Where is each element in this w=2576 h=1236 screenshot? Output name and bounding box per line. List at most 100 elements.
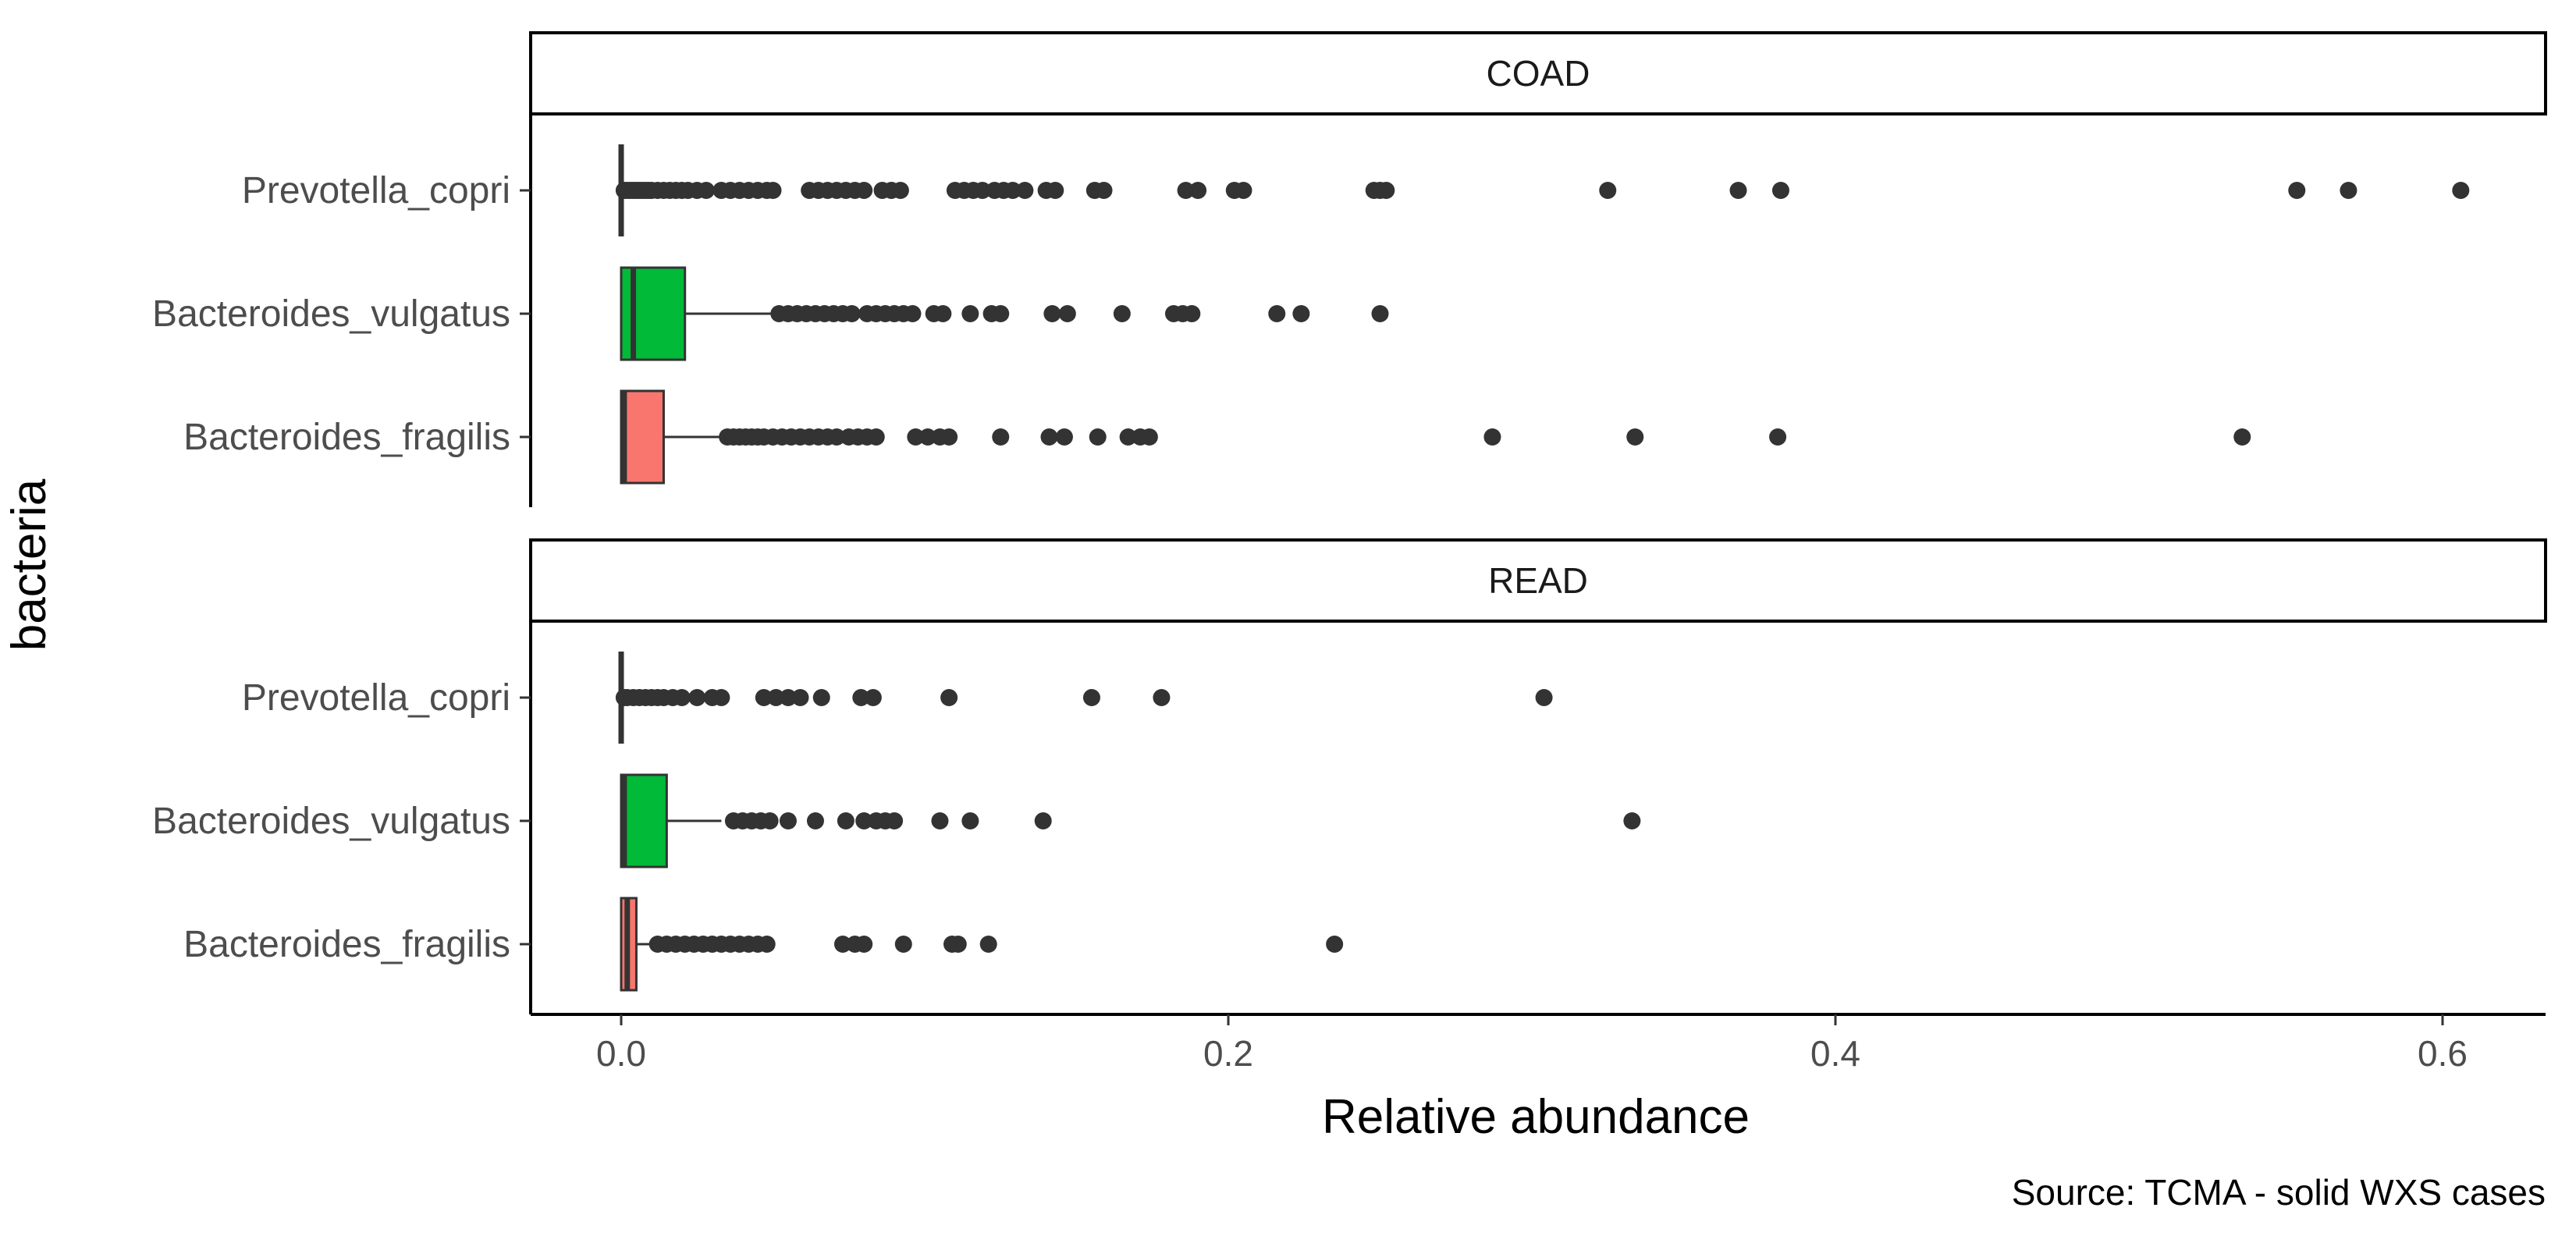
outlier-point bbox=[1326, 936, 1344, 953]
outlier-point bbox=[2452, 182, 2470, 199]
facet-strip bbox=[529, 538, 2547, 623]
outlier-point bbox=[894, 936, 912, 953]
outlier-point bbox=[812, 689, 830, 706]
box-bacteroides-fragilis bbox=[620, 389, 665, 485]
outlier-point bbox=[791, 689, 809, 706]
outlier-point bbox=[907, 428, 925, 446]
outlier-point bbox=[761, 812, 779, 829]
outlier-point bbox=[961, 305, 979, 322]
outlier-point bbox=[688, 689, 706, 706]
outlier-point bbox=[886, 812, 904, 829]
outlier-point bbox=[1016, 182, 1034, 199]
outlier-point bbox=[1623, 812, 1641, 829]
facet-panels: COAD Prevotella_copri Bacteroides_vulgatus… bbox=[152, 31, 2547, 1014]
outlier-point bbox=[940, 689, 958, 706]
outlier-point bbox=[1268, 305, 1286, 322]
y-tick-label: Bacteroides_fragilis bbox=[183, 924, 510, 965]
y-tick-label: Bacteroides_fragilis bbox=[183, 417, 510, 458]
outlier-point bbox=[949, 936, 967, 953]
outlier-point bbox=[1055, 428, 1073, 446]
facet-strip-label: COAD bbox=[1487, 53, 1590, 94]
outlier-point bbox=[1089, 428, 1107, 446]
outlier-point bbox=[855, 812, 873, 829]
outlier-point bbox=[764, 182, 782, 199]
outlier-point bbox=[1153, 689, 1171, 706]
box-bacteroides-vulgatus bbox=[620, 773, 668, 868]
outlier-point bbox=[855, 182, 873, 199]
outlier-point bbox=[867, 428, 885, 446]
y-tick-label: Bacteroides_vulgatus bbox=[152, 293, 510, 335]
outlier-point bbox=[1377, 182, 1395, 199]
outlier-point bbox=[979, 936, 997, 953]
y-tick-label: Prevotella_copri bbox=[242, 170, 510, 211]
outlier-point bbox=[1082, 689, 1100, 706]
outlier-point bbox=[1769, 428, 1787, 446]
outlier-point bbox=[855, 936, 873, 953]
outlier-point bbox=[1004, 182, 1022, 199]
outlier-point bbox=[961, 812, 979, 829]
outlier-point bbox=[1626, 428, 1644, 446]
x-tick-label: 0.6 bbox=[2418, 1033, 2468, 1074]
outlier-point bbox=[891, 182, 909, 199]
outlier-point bbox=[779, 689, 797, 706]
outlier-point bbox=[1043, 305, 1061, 322]
outlier-point bbox=[1058, 305, 1076, 322]
outlier-point bbox=[1483, 428, 1501, 446]
outlier-point bbox=[1235, 182, 1252, 199]
outlier-point bbox=[828, 428, 846, 446]
outlier-point bbox=[1371, 305, 1389, 322]
outlier-point bbox=[1535, 689, 1553, 706]
outlier-point bbox=[712, 689, 730, 706]
outlier-point bbox=[1599, 182, 1617, 199]
outlier-point bbox=[864, 689, 882, 706]
chart-caption: Source: TCMA - solid WXS cases bbox=[2012, 1172, 2546, 1213]
outlier-point bbox=[1189, 182, 1207, 199]
outlier-point bbox=[918, 428, 936, 446]
outlier-point bbox=[1046, 182, 1064, 199]
outlier-point bbox=[843, 305, 861, 322]
outlier-point bbox=[767, 689, 785, 706]
outlier-point bbox=[673, 689, 691, 706]
outlier-point bbox=[755, 689, 773, 706]
outlier-point bbox=[1140, 428, 1158, 446]
x-axis-title: Relative abundance bbox=[1322, 1090, 1750, 1144]
outlier-point bbox=[758, 936, 776, 953]
x-tick-label: 0.4 bbox=[1810, 1033, 1860, 1074]
outlier-point bbox=[1113, 305, 1131, 322]
x-axis: 0.0 0.2 0.4 0.6 bbox=[531, 1013, 2546, 1074]
outlier-point bbox=[2288, 182, 2306, 199]
outlier-point bbox=[837, 812, 855, 829]
outlier-point bbox=[806, 812, 824, 829]
outlier-point bbox=[904, 305, 922, 322]
facet-panel-coad: COAD Prevotella_copri Bacteroides_vulgatus… bbox=[152, 31, 2547, 507]
outlier-point bbox=[1771, 182, 1789, 199]
facet-panel-read: READ Prevotella_copri Bacteroides_vulgatus… bbox=[152, 538, 2547, 1014]
outlier-point bbox=[2340, 182, 2357, 199]
outlier-point bbox=[992, 305, 1010, 322]
outlier-point bbox=[1034, 812, 1052, 829]
y-tick-label: Prevotella_copri bbox=[242, 677, 510, 719]
y-tick-label: Bacteroides_vulgatus bbox=[152, 801, 510, 842]
outlier-point bbox=[1040, 428, 1058, 446]
outlier-point bbox=[973, 182, 991, 199]
y-axis-title: bacteria bbox=[2, 478, 56, 651]
outlier-point bbox=[1729, 182, 1747, 199]
outlier-point bbox=[697, 182, 715, 199]
x-tick-label: 0.0 bbox=[596, 1033, 646, 1074]
outlier-point bbox=[934, 305, 952, 322]
outlier-point bbox=[1095, 182, 1113, 199]
outlier-point bbox=[1292, 305, 1310, 322]
outlier-point bbox=[779, 812, 797, 829]
x-tick-label: 0.2 bbox=[1203, 1033, 1253, 1074]
outlier-point bbox=[833, 936, 851, 953]
outlier-point bbox=[1183, 305, 1201, 322]
outlier-point bbox=[931, 812, 949, 829]
outlier-point bbox=[1119, 428, 1137, 446]
outlier-point bbox=[1177, 182, 1195, 199]
outlier-point bbox=[940, 428, 958, 446]
outlier-point bbox=[2233, 428, 2251, 446]
outlier-point bbox=[992, 428, 1010, 446]
facet-strip bbox=[529, 31, 2547, 115]
outlier-point bbox=[852, 689, 870, 706]
